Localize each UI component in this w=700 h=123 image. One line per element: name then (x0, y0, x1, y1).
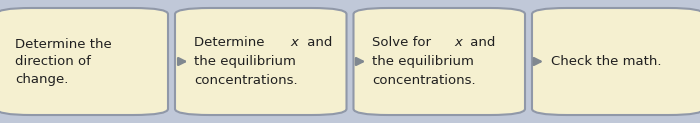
FancyBboxPatch shape (354, 8, 525, 115)
FancyBboxPatch shape (532, 8, 700, 115)
Text: Check the math.: Check the math. (551, 55, 661, 68)
Text: Determine: Determine (194, 36, 269, 49)
Text: and: and (466, 36, 496, 49)
Text: concentrations.: concentrations. (194, 74, 298, 87)
Text: Solve for: Solve for (372, 36, 435, 49)
Text: $x$: $x$ (290, 36, 300, 49)
FancyBboxPatch shape (0, 8, 168, 115)
Text: $x$: $x$ (454, 36, 464, 49)
FancyBboxPatch shape (175, 8, 346, 115)
Text: Determine the
direction of
change.: Determine the direction of change. (15, 38, 112, 85)
Text: the equilibrium: the equilibrium (194, 55, 296, 68)
Text: and: and (303, 36, 332, 49)
Text: concentrations.: concentrations. (372, 74, 476, 87)
Text: the equilibrium: the equilibrium (372, 55, 475, 68)
